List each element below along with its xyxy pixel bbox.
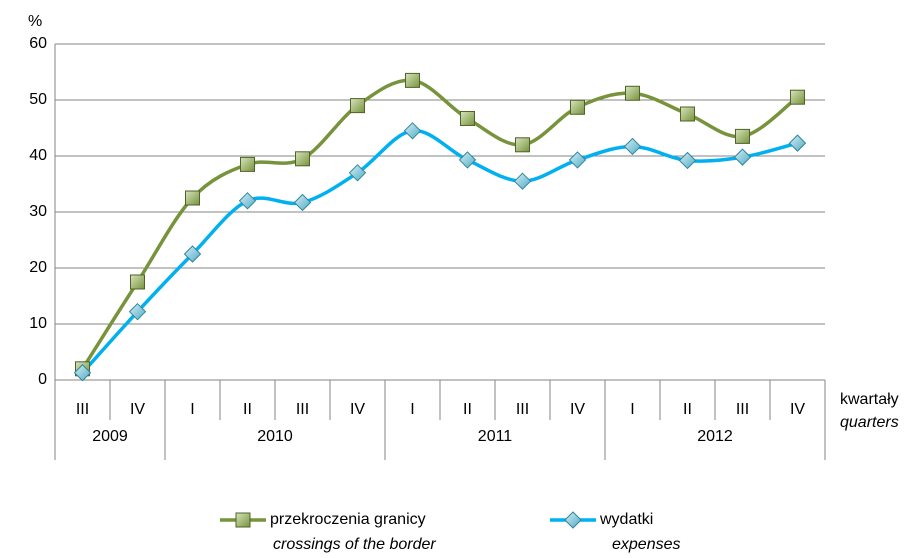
- y-tick-label: 0: [38, 371, 47, 388]
- year-label: 2009: [92, 428, 128, 445]
- x-tick-label: I: [630, 401, 634, 418]
- x-tick-label: IV: [570, 401, 585, 418]
- legend-label-en: crossings of the border: [273, 536, 436, 553]
- x-tick-label: IV: [790, 401, 805, 418]
- x-tick-label: III: [736, 401, 749, 418]
- marker: [73, 364, 92, 382]
- y-tick-label: 60: [29, 35, 47, 52]
- y-tick-label: 40: [29, 147, 47, 164]
- marker: [350, 98, 365, 114]
- y-tick-label: 20: [29, 259, 47, 276]
- y-tick-label: 30: [29, 203, 47, 220]
- x-tick-label: I: [190, 401, 194, 418]
- series-line: [81, 78, 799, 370]
- marker: [788, 134, 807, 152]
- legend-label-en: expenses: [612, 536, 681, 553]
- marker: [735, 128, 750, 144]
- marker: [235, 512, 251, 528]
- marker: [680, 106, 695, 122]
- marker: [625, 85, 640, 101]
- y-axis-label: %: [28, 13, 42, 30]
- marker: [790, 89, 805, 105]
- marker: [458, 151, 477, 169]
- x-tick-label: II: [243, 401, 252, 418]
- marker: [238, 192, 257, 210]
- marker: [293, 193, 312, 212]
- year-label: 2011: [478, 428, 513, 445]
- x-tick-label: IV: [130, 401, 145, 418]
- marker: [515, 137, 530, 153]
- marker: [564, 511, 582, 529]
- marker: [460, 110, 475, 126]
- x-tick-label: III: [516, 401, 529, 418]
- year-label: 2010: [257, 428, 293, 445]
- legend-label: wydatki: [599, 511, 653, 528]
- marker: [295, 151, 310, 167]
- x-tick-label: I: [410, 401, 414, 418]
- x-tick-label: IV: [350, 401, 365, 418]
- marker: [678, 151, 697, 170]
- x-tick-label: III: [76, 401, 89, 418]
- x-tick-label: II: [463, 401, 472, 418]
- marker: [623, 137, 642, 156]
- marker: [185, 190, 200, 206]
- marker: [240, 156, 255, 172]
- marker: [183, 245, 202, 263]
- x-axis-label: kwartały: [840, 391, 899, 408]
- x-tick-label: II: [683, 401, 692, 418]
- year-label: 2012: [697, 428, 733, 445]
- marker: [348, 164, 367, 182]
- marker: [568, 151, 587, 169]
- marker: [405, 72, 420, 88]
- marker: [513, 172, 532, 190]
- marker: [570, 99, 585, 115]
- marker: [403, 122, 422, 140]
- legend-label: przekroczenia granicy: [270, 511, 426, 528]
- y-tick-label: 10: [29, 315, 47, 332]
- y-tick-label: 50: [29, 91, 47, 108]
- marker: [130, 274, 145, 290]
- x-tick-label: III: [296, 401, 309, 418]
- marker: [128, 302, 147, 321]
- x-axis-label-en: quarters: [840, 414, 899, 431]
- marker: [733, 148, 752, 166]
